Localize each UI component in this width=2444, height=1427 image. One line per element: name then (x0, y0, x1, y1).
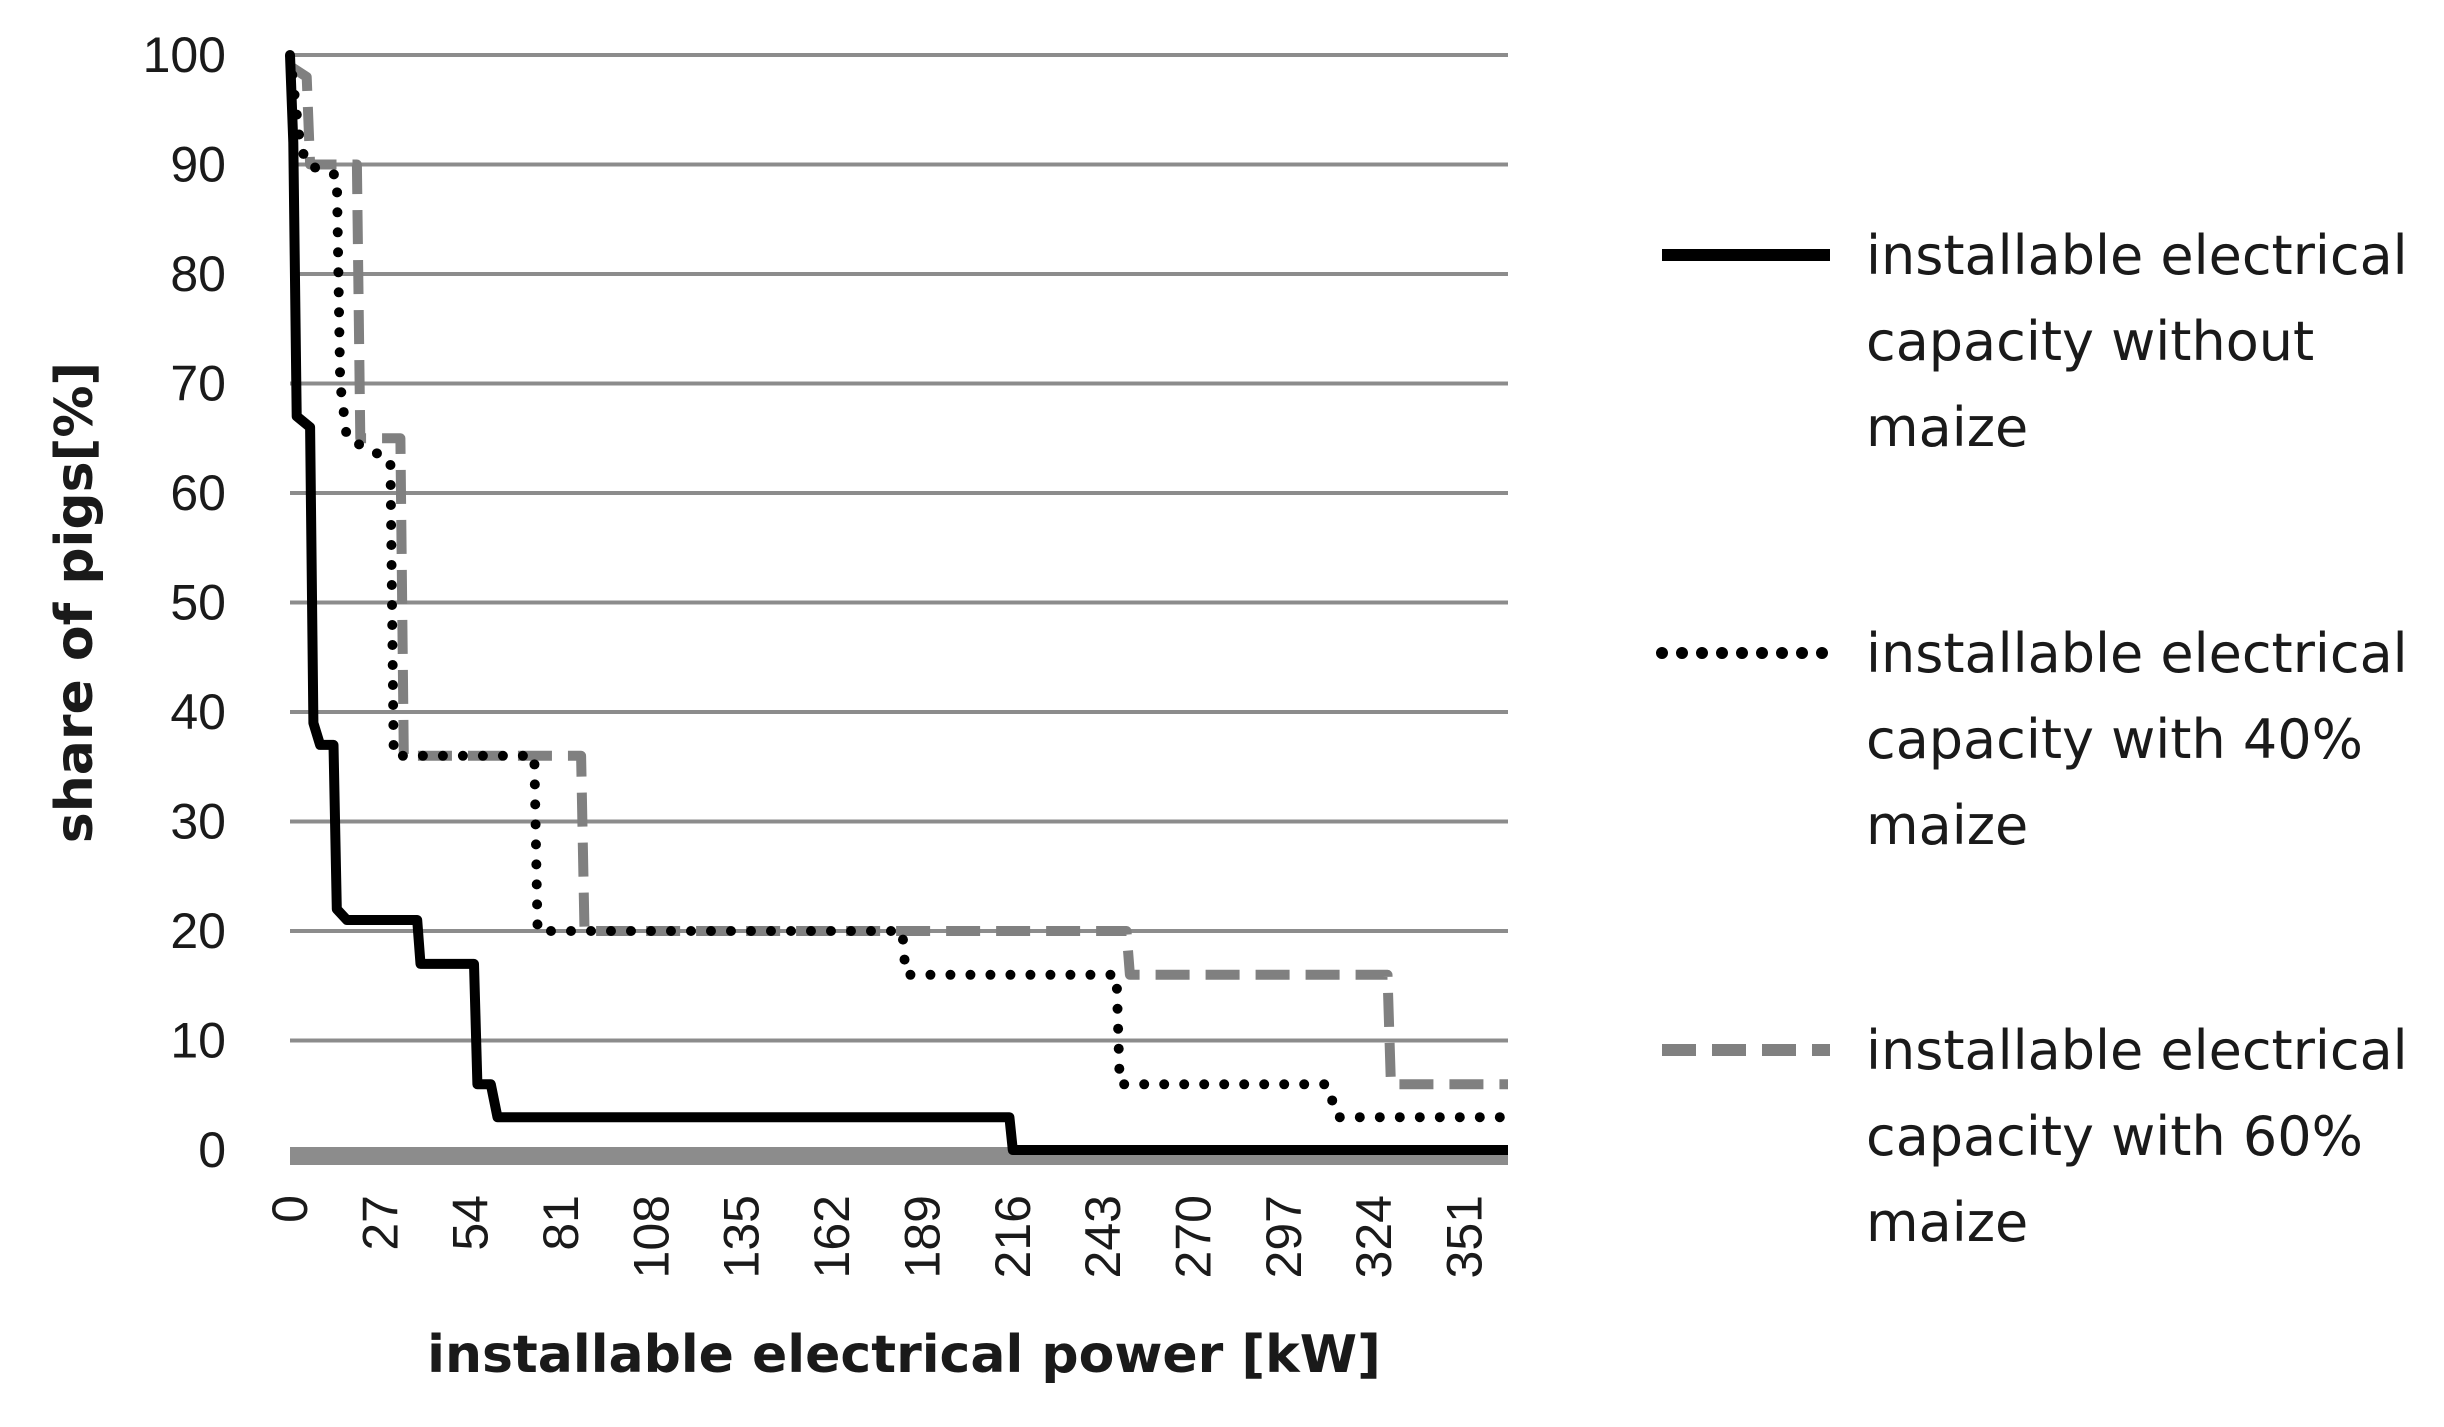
x-tick-label: 297 (1256, 1195, 1312, 1278)
x-tick-label: 27 (352, 1195, 408, 1251)
x-tick-label: 189 (894, 1195, 950, 1278)
x-tick-label: 324 (1346, 1195, 1402, 1278)
y-tick-label: 80 (170, 246, 226, 302)
legend-label: installable electrical capacity with 40% m… (1866, 622, 2408, 857)
legend-item-dashed: installable electrical capacity with 60% m… (1662, 1019, 2408, 1254)
y-tick-labels: 0 10 20 30 40 50 60 70 80 90 100 (143, 27, 226, 1178)
legend-label: installable electrical capacity with 60% m… (1866, 1019, 2408, 1254)
series-line-solid (285, 54, 1508, 1155)
x-tick-label: 270 (1165, 1195, 1221, 1278)
x-tick-label: 135 (714, 1195, 770, 1278)
x-tick-label: 108 (623, 1195, 679, 1278)
y-tick-label: 10 (170, 1013, 226, 1069)
x-tick-label: 0 (262, 1195, 318, 1223)
legend: installable electrical capacity without ma… (1656, 224, 2408, 1254)
y-axis-title: share of pigs[%] (45, 362, 105, 843)
y-tick-label: 20 (170, 903, 226, 959)
grid (290, 53, 1508, 1043)
x-tick-label: 351 (1437, 1195, 1493, 1278)
y-tick-label: 100 (143, 27, 226, 83)
y-tick-label: 30 (170, 794, 226, 850)
x-tick-label: 162 (804, 1195, 860, 1278)
y-tick-label: 70 (170, 356, 226, 412)
legend-label: installable electrical capacity without ma… (1866, 224, 2408, 459)
x-tick-label: 216 (985, 1195, 1041, 1278)
x-axis-title: installable electrical power [kW] (427, 1325, 1381, 1385)
y-tick-label: 40 (170, 684, 226, 740)
series-lines (285, 50, 1513, 1155)
y-tick-label: 50 (170, 575, 226, 631)
y-tick-label: 90 (170, 137, 226, 193)
legend-item-solid: installable electrical capacity without ma… (1662, 224, 2408, 459)
x-tick-labels: 0 27 54 81 108 135 162 189 216 243 270 297 324 351 (262, 1195, 1493, 1278)
x-tick-label: 54 (443, 1195, 499, 1251)
series-line-dotted (285, 50, 1513, 1123)
x-tick-label: 81 (533, 1195, 589, 1251)
x-tick-label: 243 (1075, 1195, 1131, 1278)
legend-item-dotted: installable electrical capacity with 40% m… (1656, 622, 2408, 857)
y-tick-label: 0 (198, 1122, 226, 1178)
y-tick-label: 60 (170, 465, 226, 521)
